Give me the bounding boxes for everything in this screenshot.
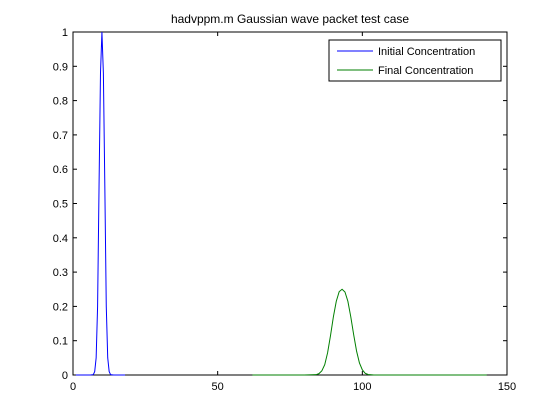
x-tick-label: 150 — [498, 381, 516, 393]
plot-area — [72, 31, 508, 376]
legend-label: Initial Concentration — [378, 46, 475, 58]
axis-ticks: 0 50 100 150 0 0.1 0.2 0.3 0.4 0.5 0.6 0.7 0.8 0.9 1 — [53, 27, 516, 393]
legend: Initial Concentration Final Concentration — [328, 39, 502, 82]
series-line-initial-concentration — [75, 31, 126, 376]
y-tick-label: 0.8 — [53, 96, 68, 108]
x-tick-label: 0 — [70, 381, 76, 393]
x-tick-label: 50 — [212, 381, 224, 393]
y-tick-label: 0.2 — [53, 301, 68, 313]
y-tick-label: 1 — [62, 27, 68, 39]
y-tick-label: 0.6 — [53, 164, 68, 176]
y-tick-label: 0 — [62, 370, 68, 382]
series-lines — [75, 31, 487, 376]
legend-box — [328, 39, 502, 82]
y-tick-label: 0.7 — [53, 130, 68, 142]
series-line-final-concentration — [252, 288, 487, 376]
legend-label: Final Concentration — [378, 65, 473, 77]
y-tick-label: 0.1 — [53, 336, 68, 348]
chart-title: hadvppm.m Gaussian wave packet test case — [171, 12, 409, 26]
y-tick-label: 0.5 — [53, 199, 68, 211]
y-tick-label: 0.4 — [53, 233, 68, 245]
x-tick-label: 100 — [353, 381, 371, 393]
y-tick-label: 0.9 — [53, 61, 68, 73]
y-tick-label: 0.3 — [53, 267, 68, 279]
